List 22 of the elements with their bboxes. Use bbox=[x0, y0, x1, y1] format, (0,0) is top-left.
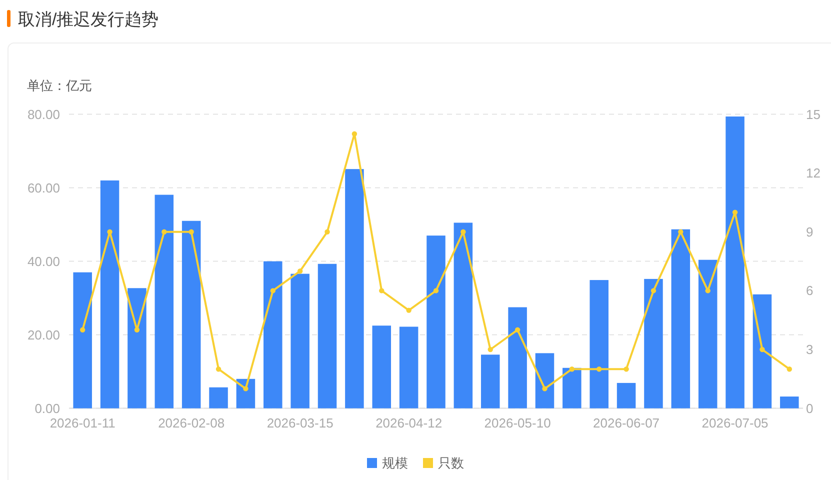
title: 取消/推迟发行趋势 bbox=[18, 10, 159, 29]
ytick: 80.00 bbox=[27, 106, 60, 122]
ytick: 40.00 bbox=[27, 254, 60, 269]
xtick: 2026-06-07 bbox=[593, 415, 660, 430]
y2tick: 15 bbox=[806, 106, 820, 122]
y2tick: 12 bbox=[806, 166, 820, 181]
ytick: 0.00 bbox=[34, 400, 60, 416]
ylabel: 单位：亿元 bbox=[27, 78, 92, 93]
xtick: 2026-05-10 bbox=[484, 415, 551, 430]
y2tick: 6 bbox=[806, 283, 814, 298]
xtick: 2026-03-15 bbox=[266, 415, 334, 430]
y2tick: 0 bbox=[806, 400, 814, 416]
legend-label: 只数 bbox=[438, 456, 464, 470]
xtick: 2026-07-05 bbox=[702, 415, 768, 430]
ytick: 60.00 bbox=[27, 180, 60, 196]
xtick: 2026-01-11 bbox=[50, 415, 116, 430]
y2tick: 3 bbox=[806, 342, 814, 357]
y2tick: 9 bbox=[806, 224, 814, 240]
ytick: 20.00 bbox=[27, 327, 60, 342]
xtick: 2026-02-08 bbox=[158, 415, 225, 430]
legend-label: 规模 bbox=[382, 456, 408, 470]
xtick: 2026-04-12 bbox=[376, 415, 442, 430]
